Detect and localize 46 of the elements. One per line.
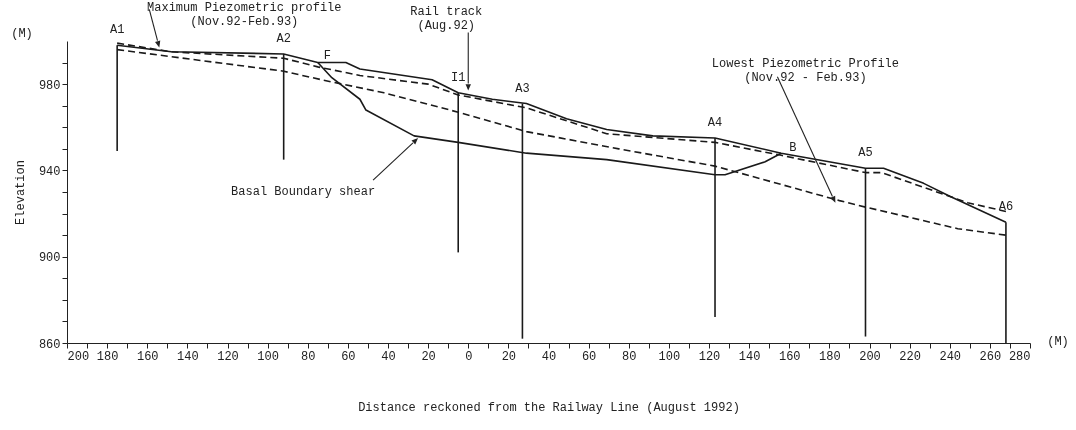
series-label: A4 bbox=[707, 116, 723, 131]
x-tick-label: 140 bbox=[738, 349, 761, 364]
series-label: A2 bbox=[276, 31, 291, 46]
y-tick-label: 900 bbox=[38, 251, 61, 266]
series-label: A3 bbox=[515, 81, 530, 96]
text: (M) bbox=[1047, 335, 1069, 349]
series-label: A6 bbox=[998, 200, 1014, 215]
y-axis-title: Elevation bbox=[13, 160, 28, 225]
annotation: B bbox=[789, 141, 797, 156]
x-tick-label: 160 bbox=[136, 349, 159, 364]
annotation: Basal Boundary shear bbox=[231, 185, 376, 200]
text: (M) bbox=[11, 27, 33, 41]
x-tick-label: 80 bbox=[622, 349, 637, 364]
y-tick-label: 860 bbox=[38, 337, 61, 352]
x-tick-label: 220 bbox=[899, 349, 921, 364]
x-axis-title: Distance reckoned from the Railway Line (August 1992) bbox=[358, 400, 740, 415]
x-tick-label: 120 bbox=[217, 349, 239, 364]
x-tick-label: 100 bbox=[257, 349, 279, 364]
x-tick-label: 260 bbox=[979, 349, 1002, 364]
x-tick-label: 180 bbox=[819, 349, 841, 364]
y-tick-label: 980 bbox=[38, 78, 61, 93]
x-tick-label: 0 bbox=[465, 349, 473, 364]
annotation: Rail track (Aug.92) bbox=[410, 4, 483, 33]
annotation: Maximum Piezometric profile (Nov.92-Feb.93) bbox=[147, 1, 342, 30]
x-tick-label: 20 bbox=[501, 349, 517, 364]
x-tick-label: 180 bbox=[96, 349, 119, 364]
x-tick-label: 240 bbox=[939, 349, 962, 364]
series-label: A1 bbox=[109, 23, 125, 38]
x-tick-label: 120 bbox=[698, 349, 721, 364]
annotation: F bbox=[323, 48, 331, 63]
x-tick-label: 200 bbox=[859, 349, 881, 364]
x-tick-label: 40 bbox=[381, 349, 396, 364]
x-tick-label: 60 bbox=[341, 349, 356, 364]
y-tick-label: 940 bbox=[38, 164, 61, 179]
series-label: A5 bbox=[858, 146, 873, 161]
x-tick-label: 140 bbox=[177, 349, 199, 364]
x-tick-label: 100 bbox=[658, 349, 681, 364]
series-label: I1 bbox=[451, 70, 466, 85]
x-tick-label: 280 bbox=[1008, 349, 1031, 364]
annotation: Lowest Piezometric Profile (Nov.92 - Feb.93) bbox=[711, 56, 900, 85]
x-tick-label: 200 bbox=[67, 349, 90, 364]
x-tick-label: 80 bbox=[301, 349, 316, 364]
x-tick-label: 40 bbox=[541, 349, 557, 364]
x-tick-label: 20 bbox=[421, 349, 436, 364]
x-tick-label: 60 bbox=[581, 349, 597, 364]
x-tick-label: 160 bbox=[778, 349, 801, 364]
